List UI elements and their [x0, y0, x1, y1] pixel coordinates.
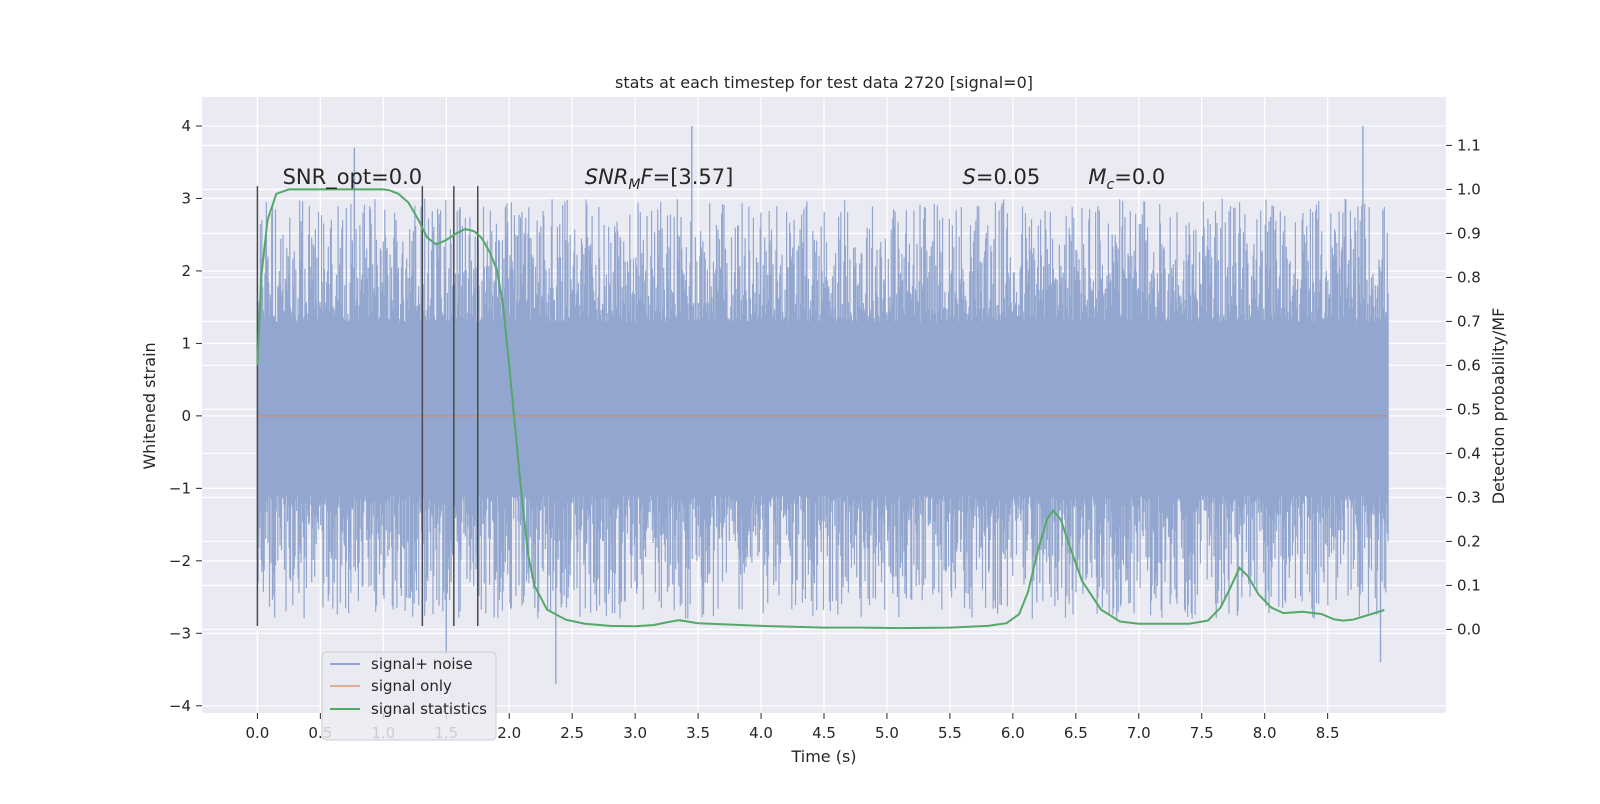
x-tick-label: 3.0 [623, 724, 647, 742]
x-tick-label: 7.5 [1190, 724, 1214, 742]
legend-box [321, 651, 497, 741]
y2-tick-label: 0.7 [1457, 312, 1481, 330]
legend-label-signal-statistics: signal statistics [371, 700, 487, 718]
y2-tick-label: 0.2 [1457, 532, 1481, 550]
x-tick-label: 8.5 [1316, 724, 1340, 742]
x-tick-label: 6.0 [1001, 724, 1025, 742]
y-tick-label: 4 [181, 117, 191, 135]
y-tick-label: −4 [169, 697, 191, 715]
x-tick-label: 3.5 [686, 724, 710, 742]
x-tick-label: 0.0 [245, 724, 269, 742]
y-tick-label: −1 [169, 479, 191, 497]
annotation-s: S=0.05 [963, 165, 1041, 189]
x-tick-label: 6.5 [1064, 724, 1088, 742]
x-tick-label: 4.0 [749, 724, 773, 742]
x-tick-label: 8.0 [1253, 724, 1277, 742]
y-tick-label: 3 [181, 189, 191, 207]
y-tick-label: 2 [181, 262, 191, 280]
statistics-layer [256, 188, 1385, 630]
legend: signal+ noise signal only signal statist… [321, 651, 497, 741]
x-tick-label: 5.0 [875, 724, 899, 742]
x-tick-label: 2.5 [560, 724, 584, 742]
y2-tick-label: 0.1 [1457, 576, 1481, 594]
annotation-layer: SNR_opt=0.0 SNRMF=[3.57] S=0.05 Mc=0.0 [283, 165, 1166, 193]
y2-axis-label: Detection probability/MF [1489, 308, 1508, 505]
x-tick-label: 4.5 [812, 724, 836, 742]
noise-layer [256, 125, 1389, 685]
annotation-snr-opt: SNR_opt=0.0 [283, 165, 423, 190]
legend-label-signal-noise: signal+ noise [371, 655, 473, 673]
y2-tick-label: 1.0 [1457, 180, 1481, 198]
x-axis-label: Time (s) [790, 747, 856, 766]
signal-statistics-line [256, 188, 1385, 630]
annotation-snr-mf: SNRMF=[3.57] [585, 165, 734, 193]
y2-tick-label: 0.3 [1457, 488, 1481, 506]
x-tick-label: 2.0 [497, 724, 521, 742]
y2-tick-label: 0.0 [1457, 620, 1481, 638]
y2-tick-label: 0.4 [1457, 444, 1481, 462]
y-tick-label: −3 [169, 624, 191, 642]
y-tick-label: −2 [169, 552, 191, 570]
y-tick-label: 1 [181, 334, 191, 352]
tick-layer: 0.00.51.01.52.02.53.03.54.04.55.05.56.06… [169, 117, 1481, 742]
y-axis-label: Whitened strain [140, 342, 159, 469]
y2-tick-label: 0.9 [1457, 224, 1481, 242]
y2-tick-label: 0.8 [1457, 268, 1481, 286]
annotation-mc: Mc=0.0 [1088, 165, 1165, 193]
y2-tick-label: 0.5 [1457, 400, 1481, 418]
y2-tick-label: 1.1 [1457, 136, 1481, 154]
x-tick-label: 5.5 [938, 724, 962, 742]
y2-tick-label: 0.6 [1457, 356, 1481, 374]
chart-title: stats at each timestep for test data 272… [615, 73, 1033, 92]
legend-label-signal-only: signal only [371, 677, 452, 695]
x-tick-label: 7.0 [1127, 724, 1151, 742]
y-tick-label: 0 [181, 407, 191, 425]
vertical-marker-layer [256, 186, 479, 627]
